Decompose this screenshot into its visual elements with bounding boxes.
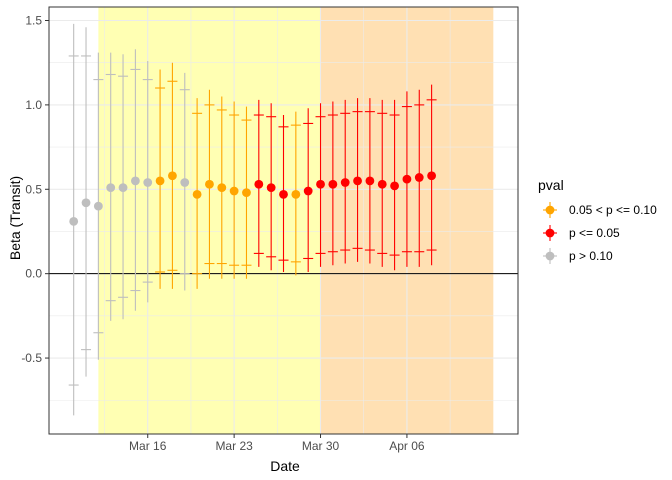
- legend-swatch: [545, 228, 555, 238]
- y-tick-label: 0.0: [25, 267, 42, 281]
- estimate-2020-03-27: [278, 115, 289, 272]
- point-estimate: [377, 179, 387, 189]
- estimate-2020-03-29: [303, 108, 314, 272]
- estimate-2020-03-10: [68, 23, 79, 416]
- legend-label: 0.05 < p <= 0.10: [569, 203, 657, 217]
- point-estimate: [168, 171, 177, 181]
- legend-label: p <= 0.05: [569, 226, 620, 240]
- estimate-2020-04-08: [426, 84, 437, 266]
- estimate-2020-04-07: [414, 89, 425, 267]
- legend-label: p > 0.10: [569, 249, 613, 263]
- point-estimate: [254, 179, 264, 189]
- data-marks: [68, 23, 437, 416]
- estimate-2020-04-04: [377, 99, 388, 267]
- legend-swatch: [545, 205, 555, 215]
- y-axis-ticks: -0.5 0.0 0.5 1.0 1.5: [21, 14, 49, 365]
- x-axis-title: Date: [270, 458, 300, 474]
- point-estimate: [242, 188, 251, 198]
- point-estimate: [130, 176, 140, 186]
- point-estimate: [180, 178, 190, 187]
- estimate-2020-03-30: [315, 103, 326, 267]
- y-tick-label: -0.5: [21, 351, 42, 365]
- point-estimate: [316, 179, 325, 189]
- point-estimate: [69, 216, 79, 226]
- legend-entry: 0.05 < p <= 0.10: [543, 202, 657, 218]
- y-tick-label: 1.5: [25, 14, 42, 28]
- y-tick-label: 0.5: [25, 182, 42, 196]
- estimate-2020-03-12: [93, 52, 104, 360]
- panel-border: [48, 6, 519, 435]
- estimate-2020-03-21: [204, 89, 215, 279]
- estimate-2020-03-13: [105, 52, 116, 321]
- legend-entry: p <= 0.05: [543, 225, 620, 241]
- point-estimate: [217, 183, 227, 192]
- point-estimate: [328, 179, 338, 189]
- point-estimate: [414, 173, 424, 182]
- estimate-2020-04-06: [401, 91, 412, 267]
- point-estimate: [279, 189, 288, 199]
- point-estimate: [143, 178, 153, 187]
- point-estimate: [402, 174, 412, 184]
- legend-entry: p > 0.10: [543, 248, 613, 264]
- estimate-2020-04-01: [340, 99, 351, 264]
- estimate-2020-03-16: [142, 61, 153, 303]
- point-estimate: [205, 179, 214, 189]
- point-estimate: [229, 186, 239, 196]
- y-tick-label: 1.0: [25, 98, 42, 112]
- point-estimate: [353, 176, 362, 186]
- point-estimate: [155, 176, 165, 186]
- point-estimate: [427, 171, 437, 181]
- point-estimate: [106, 183, 116, 192]
- x-tick-label: Apr 06: [389, 439, 425, 453]
- y-axis-title: Beta (Transit): [7, 176, 23, 260]
- point-estimate: [365, 176, 375, 186]
- point-estimate: [390, 181, 399, 191]
- point-estimate: [266, 183, 276, 192]
- panel-frame: [48, 6, 519, 435]
- point-estimate: [340, 178, 350, 187]
- estimate-2020-03-28: [290, 111, 301, 276]
- point-estimate: [291, 189, 301, 199]
- estimate-2020-03-18: [167, 62, 178, 289]
- legend-title: pval: [538, 177, 564, 193]
- estimate-2020-03-31: [327, 101, 338, 266]
- estimate-2020-03-24: [241, 106, 252, 279]
- estimate-2020-03-15: [130, 49, 141, 311]
- x-tick-label: Mar 30: [302, 439, 340, 453]
- estimate-2020-03-22: [216, 96, 227, 279]
- legend: pval 0.05 < p <= 0.10 p <= 0.05 p > 0.10: [538, 177, 657, 264]
- estimate-2020-03-11: [81, 27, 92, 377]
- estimate-2020-03-26: [266, 103, 277, 271]
- point-estimate: [81, 198, 91, 208]
- point-estimate: [118, 183, 128, 192]
- estimate-2020-03-19: [179, 72, 190, 291]
- estimate-2020-04-05: [389, 99, 400, 271]
- estimate-2020-03-23: [229, 101, 240, 279]
- estimate-2020-03-25: [253, 99, 264, 267]
- estimate-2020-03-20: [192, 98, 203, 289]
- x-axis-ticks: Mar 16 Mar 23 Mar 30 Apr 06: [129, 434, 425, 453]
- estimate-2020-03-17: [155, 69, 166, 289]
- x-tick-label: Mar 23: [215, 439, 253, 453]
- x-tick-label: Mar 16: [129, 439, 167, 453]
- point-estimate: [303, 186, 313, 196]
- estimate-2020-03-14: [118, 54, 129, 320]
- legend-swatch: [545, 251, 555, 261]
- point-estimate: [192, 189, 202, 199]
- estimate-2020-04-03: [364, 98, 375, 264]
- point-estimate: [93, 201, 103, 211]
- estimate-2020-04-02: [352, 98, 363, 262]
